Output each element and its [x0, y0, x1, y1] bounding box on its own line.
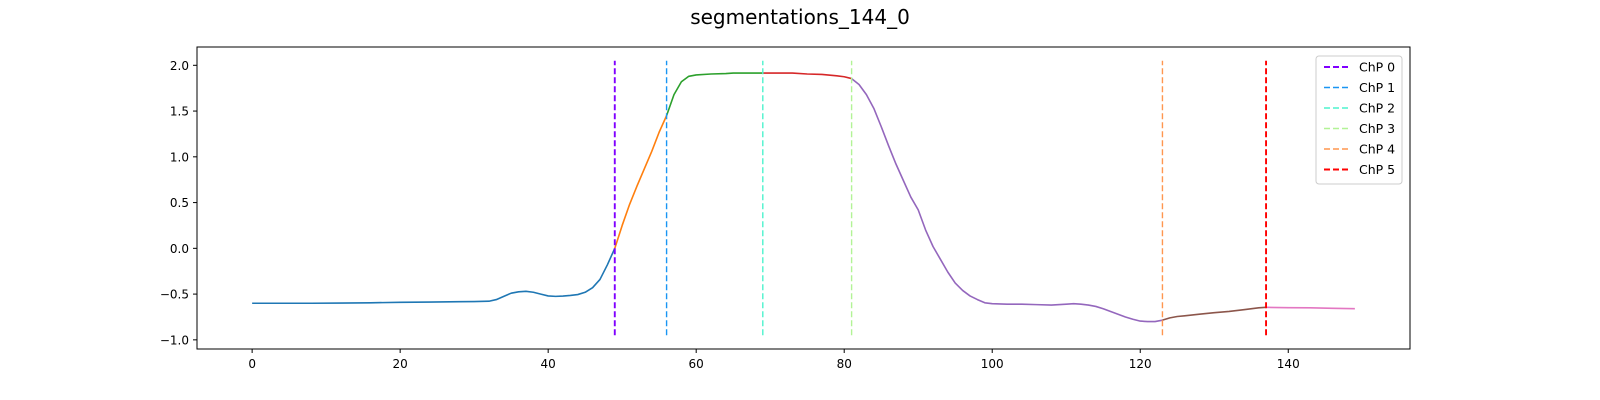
y-tick-label: 1.5 — [170, 105, 189, 119]
plot-area — [252, 60, 1355, 336]
series-segment-3 — [762, 72, 852, 80]
y-tick-label: 0.0 — [170, 242, 189, 256]
y-tick-label: −0.5 — [160, 288, 189, 302]
legend-label: ChP 3 — [1359, 121, 1395, 136]
x-tick-label: 80 — [837, 357, 852, 371]
legend-label: ChP 2 — [1359, 101, 1395, 116]
series-segment-5 — [1162, 306, 1267, 321]
x-tick-label: 40 — [541, 357, 556, 371]
y-tick-label: −1.0 — [160, 333, 189, 347]
chart-title: segmentations_144_0 — [690, 5, 910, 29]
x-tick-label: 0 — [248, 357, 256, 371]
y-tick-label: 0.5 — [170, 196, 189, 210]
x-tick-label: 120 — [1129, 357, 1152, 371]
x-tick-label: 20 — [393, 357, 408, 371]
legend-label: ChP 1 — [1359, 80, 1395, 95]
series-segment-2 — [665, 72, 763, 116]
x-tick-label: 60 — [689, 357, 704, 371]
series-segment-4 — [851, 77, 1163, 323]
legend: ChP 0 ChP 1 ChP 2 ChP 3 ChP 4 ChP 5 — [1315, 55, 1403, 185]
y-axis: −1.0 −0.5 0.0 0.5 1.0 1.5 2.0 — [160, 59, 197, 347]
x-tick-label: 140 — [1277, 357, 1300, 371]
legend-label: ChP 4 — [1359, 142, 1395, 157]
series-segment-1 — [614, 115, 668, 249]
series-segment-0 — [252, 248, 616, 305]
x-axis: 0 20 40 60 80 100 120 140 — [248, 349, 1300, 371]
legend-label: ChP 0 — [1359, 60, 1395, 75]
y-tick-label: 1.0 — [170, 150, 189, 164]
y-tick-label: 2.0 — [170, 59, 189, 73]
series-segment-6 — [1266, 306, 1355, 310]
plot-frame — [196, 46, 1411, 350]
legend-label: ChP 5 — [1359, 162, 1395, 177]
x-tick-label: 100 — [981, 357, 1004, 371]
